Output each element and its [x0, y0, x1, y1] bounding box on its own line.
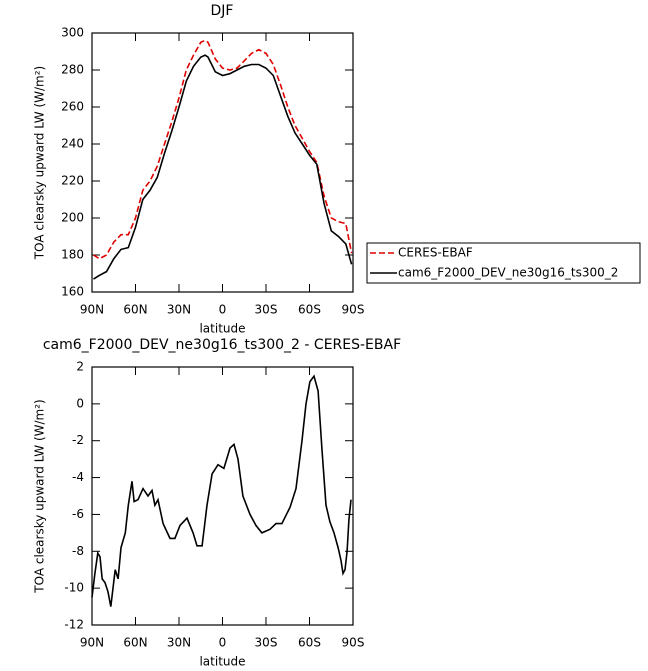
x-tick-label: 60S [298, 636, 321, 650]
x-tick-label: 30N [167, 636, 191, 650]
y-tick-label: -4 [72, 470, 84, 484]
y-tick-label: -8 [72, 544, 84, 558]
y-tick-label: 200 [61, 211, 84, 225]
y-tick-label: 180 [61, 248, 84, 262]
x-tick-label: 30N [167, 303, 191, 317]
y-axis-label: TOA clearsky upward LW (W/m²) [33, 66, 47, 260]
chart-title: DJF [211, 3, 234, 19]
x-tick-label: 60N [123, 303, 147, 317]
y-tick-label: 2 [76, 360, 84, 374]
x-tick-label: 90N [80, 636, 104, 650]
legend-label: cam6_F2000_DEV_ne30g16_ts300_2 [398, 266, 618, 280]
legend-label: CERES-EBAF [398, 246, 473, 260]
y-tick-label: -12 [64, 618, 84, 632]
y-tick-label: 0 [76, 396, 84, 410]
y-tick-label: 240 [61, 137, 84, 151]
series-line [91, 374, 352, 607]
y-tick-label: 260 [61, 100, 84, 114]
series-line [93, 54, 353, 280]
y-tick-label: 300 [61, 26, 84, 40]
legend-box [366, 242, 641, 284]
plot-frame [91, 32, 354, 293]
y-tick-label: 280 [61, 63, 84, 77]
y-axis-label: TOA clearsky upward LW (W/m²) [33, 399, 47, 593]
y-tick-label: 160 [61, 285, 84, 299]
plot-frame [91, 366, 354, 626]
chart-title: cam6_F2000_DEV_ne30g16_ts300_2 - CERES-E… [43, 337, 401, 353]
y-tick-label: -10 [64, 581, 84, 595]
x-tick-label: 60S [298, 303, 321, 317]
x-axis-label: latitude [199, 655, 245, 669]
x-tick-label: 90S [342, 303, 365, 317]
x-tick-label: 30S [255, 636, 278, 650]
x-tick-label: 90S [342, 636, 365, 650]
y-tick-label: -2 [72, 433, 84, 447]
x-tick-label: 60N [123, 636, 147, 650]
x-tick-label: 0 [219, 636, 227, 650]
x-tick-label: 90N [80, 303, 104, 317]
series-line [93, 39, 353, 260]
y-tick-label: -6 [72, 507, 84, 521]
x-axis-label: latitude [199, 322, 245, 336]
x-tick-label: 30S [255, 303, 278, 317]
y-tick-label: 220 [61, 174, 84, 188]
x-tick-label: 0 [219, 303, 227, 317]
